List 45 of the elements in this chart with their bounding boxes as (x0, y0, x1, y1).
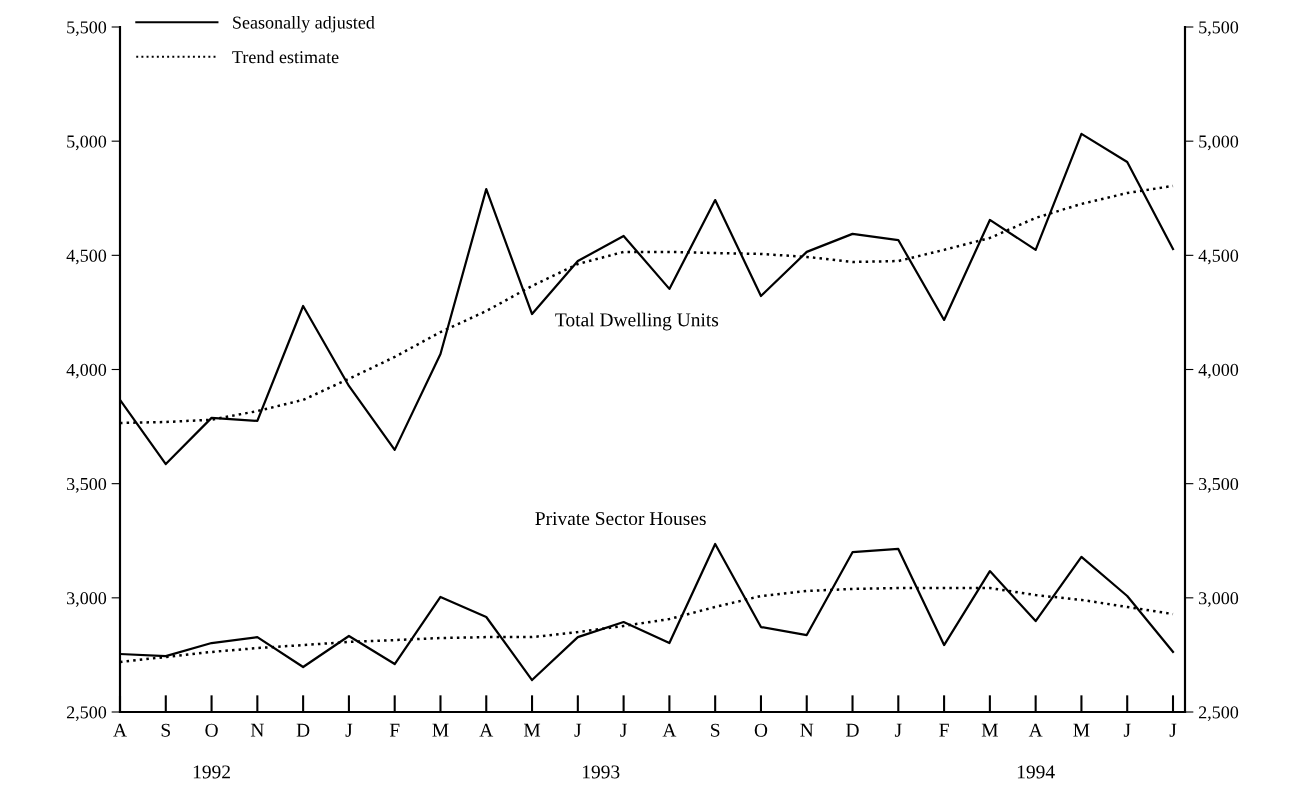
text: 1994 (1017, 765, 1055, 779)
x-tick-label: O (205, 723, 218, 737)
x-tick-label: M (981, 723, 998, 737)
x-tick-label: M (523, 723, 541, 737)
y2-tick-label: 2,500 (1198, 706, 1239, 722)
x-tick-label: S (711, 723, 720, 737)
x-tick-label: D (846, 723, 859, 737)
x-tick-label: J (894, 723, 902, 737)
x-tick-label: J (574, 723, 582, 737)
x-tick-label: F (389, 723, 400, 737)
y2-tick-label: 5,000 (1199, 135, 1239, 151)
x-tick-label: J (345, 723, 353, 737)
legend-label: Seasonally adjusted (233, 15, 375, 33)
y-tick-label: 3,500 (67, 477, 107, 493)
text: 1993 (582, 765, 620, 779)
y-tick-label: 5,000 (67, 135, 107, 151)
y2-tick-label: 3,000 (1199, 592, 1239, 607)
legend-label: Trend estimate (232, 50, 339, 64)
y2-tick-label: 3,500 (1199, 477, 1239, 493)
x-tick-label: J (620, 723, 627, 737)
y-tick-label: 4,000 (66, 363, 107, 379)
y-tick-label: 4,500 (66, 249, 107, 265)
x-tick-label: A (1028, 723, 1043, 737)
x-tick-label: J (1169, 723, 1177, 737)
text: 1992 (193, 765, 230, 779)
x-tick-label: D (296, 723, 310, 737)
x-tick-label: S (161, 723, 170, 737)
x-tick-label: A (113, 723, 127, 737)
x-tick-label: N (250, 723, 264, 737)
y-tick-label: 5,500 (67, 21, 107, 37)
y2-tick-label: 4,000 (1198, 363, 1239, 379)
annotation: Total Dwelling Units (555, 312, 719, 331)
x-tick-label: N (800, 723, 814, 737)
y-tick-label: 2,500 (66, 706, 107, 722)
x-tick-label: A (479, 723, 494, 737)
x-tick-label: F (939, 723, 949, 737)
y2-tick-label: 4,500 (1198, 249, 1239, 265)
x-tick-label: J (1123, 723, 1131, 737)
x-tick-label: A (662, 723, 677, 737)
x-tick-label: M (432, 723, 449, 737)
x-tick-label: O (754, 723, 768, 737)
y-tick-label: 3,000 (67, 592, 107, 607)
y2-tick-label: 5,500 (1199, 21, 1239, 37)
x-tick-label: M (1073, 723, 1090, 737)
annotation: Private Sector Houses (535, 512, 706, 526)
